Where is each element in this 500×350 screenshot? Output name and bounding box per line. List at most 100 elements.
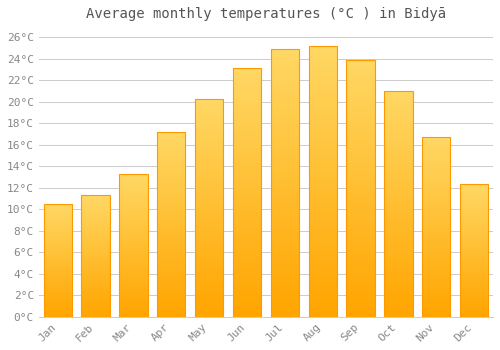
Bar <box>44 276 72 278</box>
Bar <box>346 158 375 162</box>
Bar <box>422 292 450 295</box>
Bar <box>119 228 148 231</box>
Bar <box>82 229 110 232</box>
Bar <box>422 220 450 223</box>
Bar <box>157 309 186 313</box>
Bar <box>308 192 337 197</box>
Bar <box>384 172 412 177</box>
Bar <box>460 240 488 243</box>
Bar <box>384 281 412 285</box>
Bar <box>195 252 224 256</box>
Bar <box>270 312 299 317</box>
Bar <box>346 85 375 91</box>
Bar <box>195 156 224 160</box>
Bar <box>44 220 72 222</box>
Bar <box>119 219 148 222</box>
Bar <box>119 271 148 274</box>
Bar <box>195 173 224 178</box>
Bar <box>384 236 412 240</box>
Bar <box>157 250 186 254</box>
Bar <box>384 245 412 249</box>
Bar <box>195 160 224 164</box>
Bar <box>422 212 450 216</box>
Bar <box>82 215 110 217</box>
Bar <box>384 190 412 195</box>
Bar <box>44 242 72 245</box>
Bar <box>119 288 148 291</box>
Bar <box>346 276 375 281</box>
Bar <box>384 109 412 113</box>
Bar <box>195 169 224 173</box>
Bar <box>346 204 375 209</box>
Bar <box>44 251 72 253</box>
Bar <box>233 148 261 153</box>
Bar <box>44 292 72 294</box>
Bar <box>157 154 186 158</box>
Bar <box>384 118 412 122</box>
Bar <box>384 217 412 222</box>
Bar <box>270 156 299 161</box>
Bar <box>195 247 224 252</box>
Bar <box>157 220 186 224</box>
Bar <box>384 154 412 159</box>
Bar <box>384 104 412 109</box>
Bar <box>195 99 224 104</box>
Bar <box>82 293 110 295</box>
Bar <box>460 253 488 256</box>
Bar <box>422 180 450 184</box>
Bar <box>308 62 337 67</box>
Bar <box>44 303 72 306</box>
Bar <box>233 183 261 188</box>
Bar <box>119 199 148 202</box>
Bar <box>157 132 186 317</box>
Bar <box>44 206 72 208</box>
Bar <box>308 121 337 127</box>
Bar <box>270 220 299 226</box>
Bar <box>233 297 261 302</box>
Bar <box>233 257 261 262</box>
Bar <box>384 149 412 154</box>
Bar <box>346 188 375 193</box>
Bar <box>233 133 261 138</box>
Bar <box>346 240 375 245</box>
Bar <box>195 221 224 225</box>
Bar <box>384 262 412 267</box>
Bar <box>270 226 299 231</box>
Bar <box>460 293 488 296</box>
Bar <box>195 126 224 130</box>
Bar <box>460 230 488 232</box>
Bar <box>384 163 412 168</box>
Bar <box>157 298 186 302</box>
Bar <box>346 142 375 147</box>
Bar <box>270 54 299 60</box>
Bar <box>270 247 299 252</box>
Bar <box>157 206 186 209</box>
Bar <box>195 265 224 269</box>
Bar <box>270 306 299 312</box>
Bar <box>82 246 110 249</box>
Bar <box>233 212 261 217</box>
Bar <box>346 147 375 152</box>
Bar <box>233 227 261 232</box>
Bar <box>460 303 488 306</box>
Bar <box>157 280 186 284</box>
Bar <box>384 294 412 299</box>
Bar <box>308 241 337 246</box>
Bar <box>44 287 72 290</box>
Bar <box>157 176 186 180</box>
Bar <box>157 306 186 309</box>
Bar <box>157 139 186 143</box>
Bar <box>157 302 186 306</box>
Bar <box>422 137 450 317</box>
Bar <box>195 130 224 134</box>
Bar <box>422 266 450 270</box>
Bar <box>82 266 110 268</box>
Bar <box>119 222 148 225</box>
Bar <box>157 291 186 295</box>
Bar <box>346 224 375 229</box>
Bar <box>346 70 375 75</box>
Bar <box>460 195 488 198</box>
Bar <box>195 108 224 112</box>
Bar <box>119 205 148 208</box>
Bar <box>44 260 72 262</box>
